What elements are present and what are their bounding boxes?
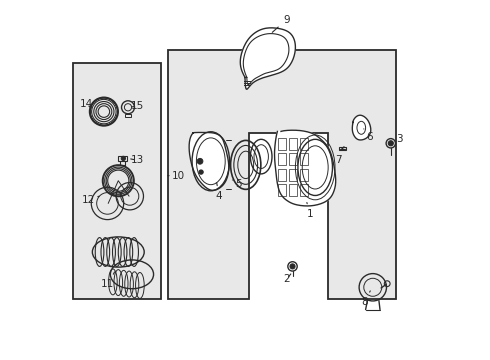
Bar (289, 169, 297, 181)
Bar (278, 138, 286, 150)
Text: 5: 5 (232, 179, 242, 189)
Bar (278, 169, 286, 181)
Bar (125, 114, 130, 117)
Bar (289, 184, 297, 196)
Bar (289, 153, 297, 165)
Polygon shape (240, 28, 295, 89)
Bar (278, 184, 286, 196)
Ellipse shape (199, 170, 203, 174)
Ellipse shape (197, 158, 203, 164)
Bar (300, 184, 308, 196)
Text: 9: 9 (272, 15, 290, 32)
Text: 12: 12 (82, 195, 99, 205)
Text: 14: 14 (80, 99, 93, 109)
Bar (300, 169, 308, 181)
Bar (278, 153, 286, 165)
Bar (300, 153, 308, 165)
Text: 13: 13 (130, 155, 144, 165)
Ellipse shape (290, 264, 295, 269)
Polygon shape (189, 132, 229, 190)
Polygon shape (168, 50, 396, 299)
Polygon shape (352, 115, 371, 140)
Text: 8: 8 (361, 291, 370, 307)
Ellipse shape (121, 156, 125, 161)
Bar (73, 63, 162, 299)
Bar (118, 156, 127, 161)
Text: 10: 10 (168, 171, 185, 181)
Bar (300, 138, 308, 150)
Bar (289, 138, 297, 150)
Text: 1: 1 (306, 202, 313, 219)
Ellipse shape (388, 141, 393, 146)
Text: 4: 4 (216, 183, 222, 201)
Text: 2: 2 (283, 274, 291, 284)
Text: 6: 6 (364, 129, 372, 142)
Bar (339, 147, 346, 150)
Text: 3: 3 (391, 134, 403, 144)
Polygon shape (274, 130, 336, 206)
Text: 7: 7 (335, 149, 342, 165)
Text: 15: 15 (130, 101, 144, 111)
Text: 11: 11 (101, 272, 115, 289)
